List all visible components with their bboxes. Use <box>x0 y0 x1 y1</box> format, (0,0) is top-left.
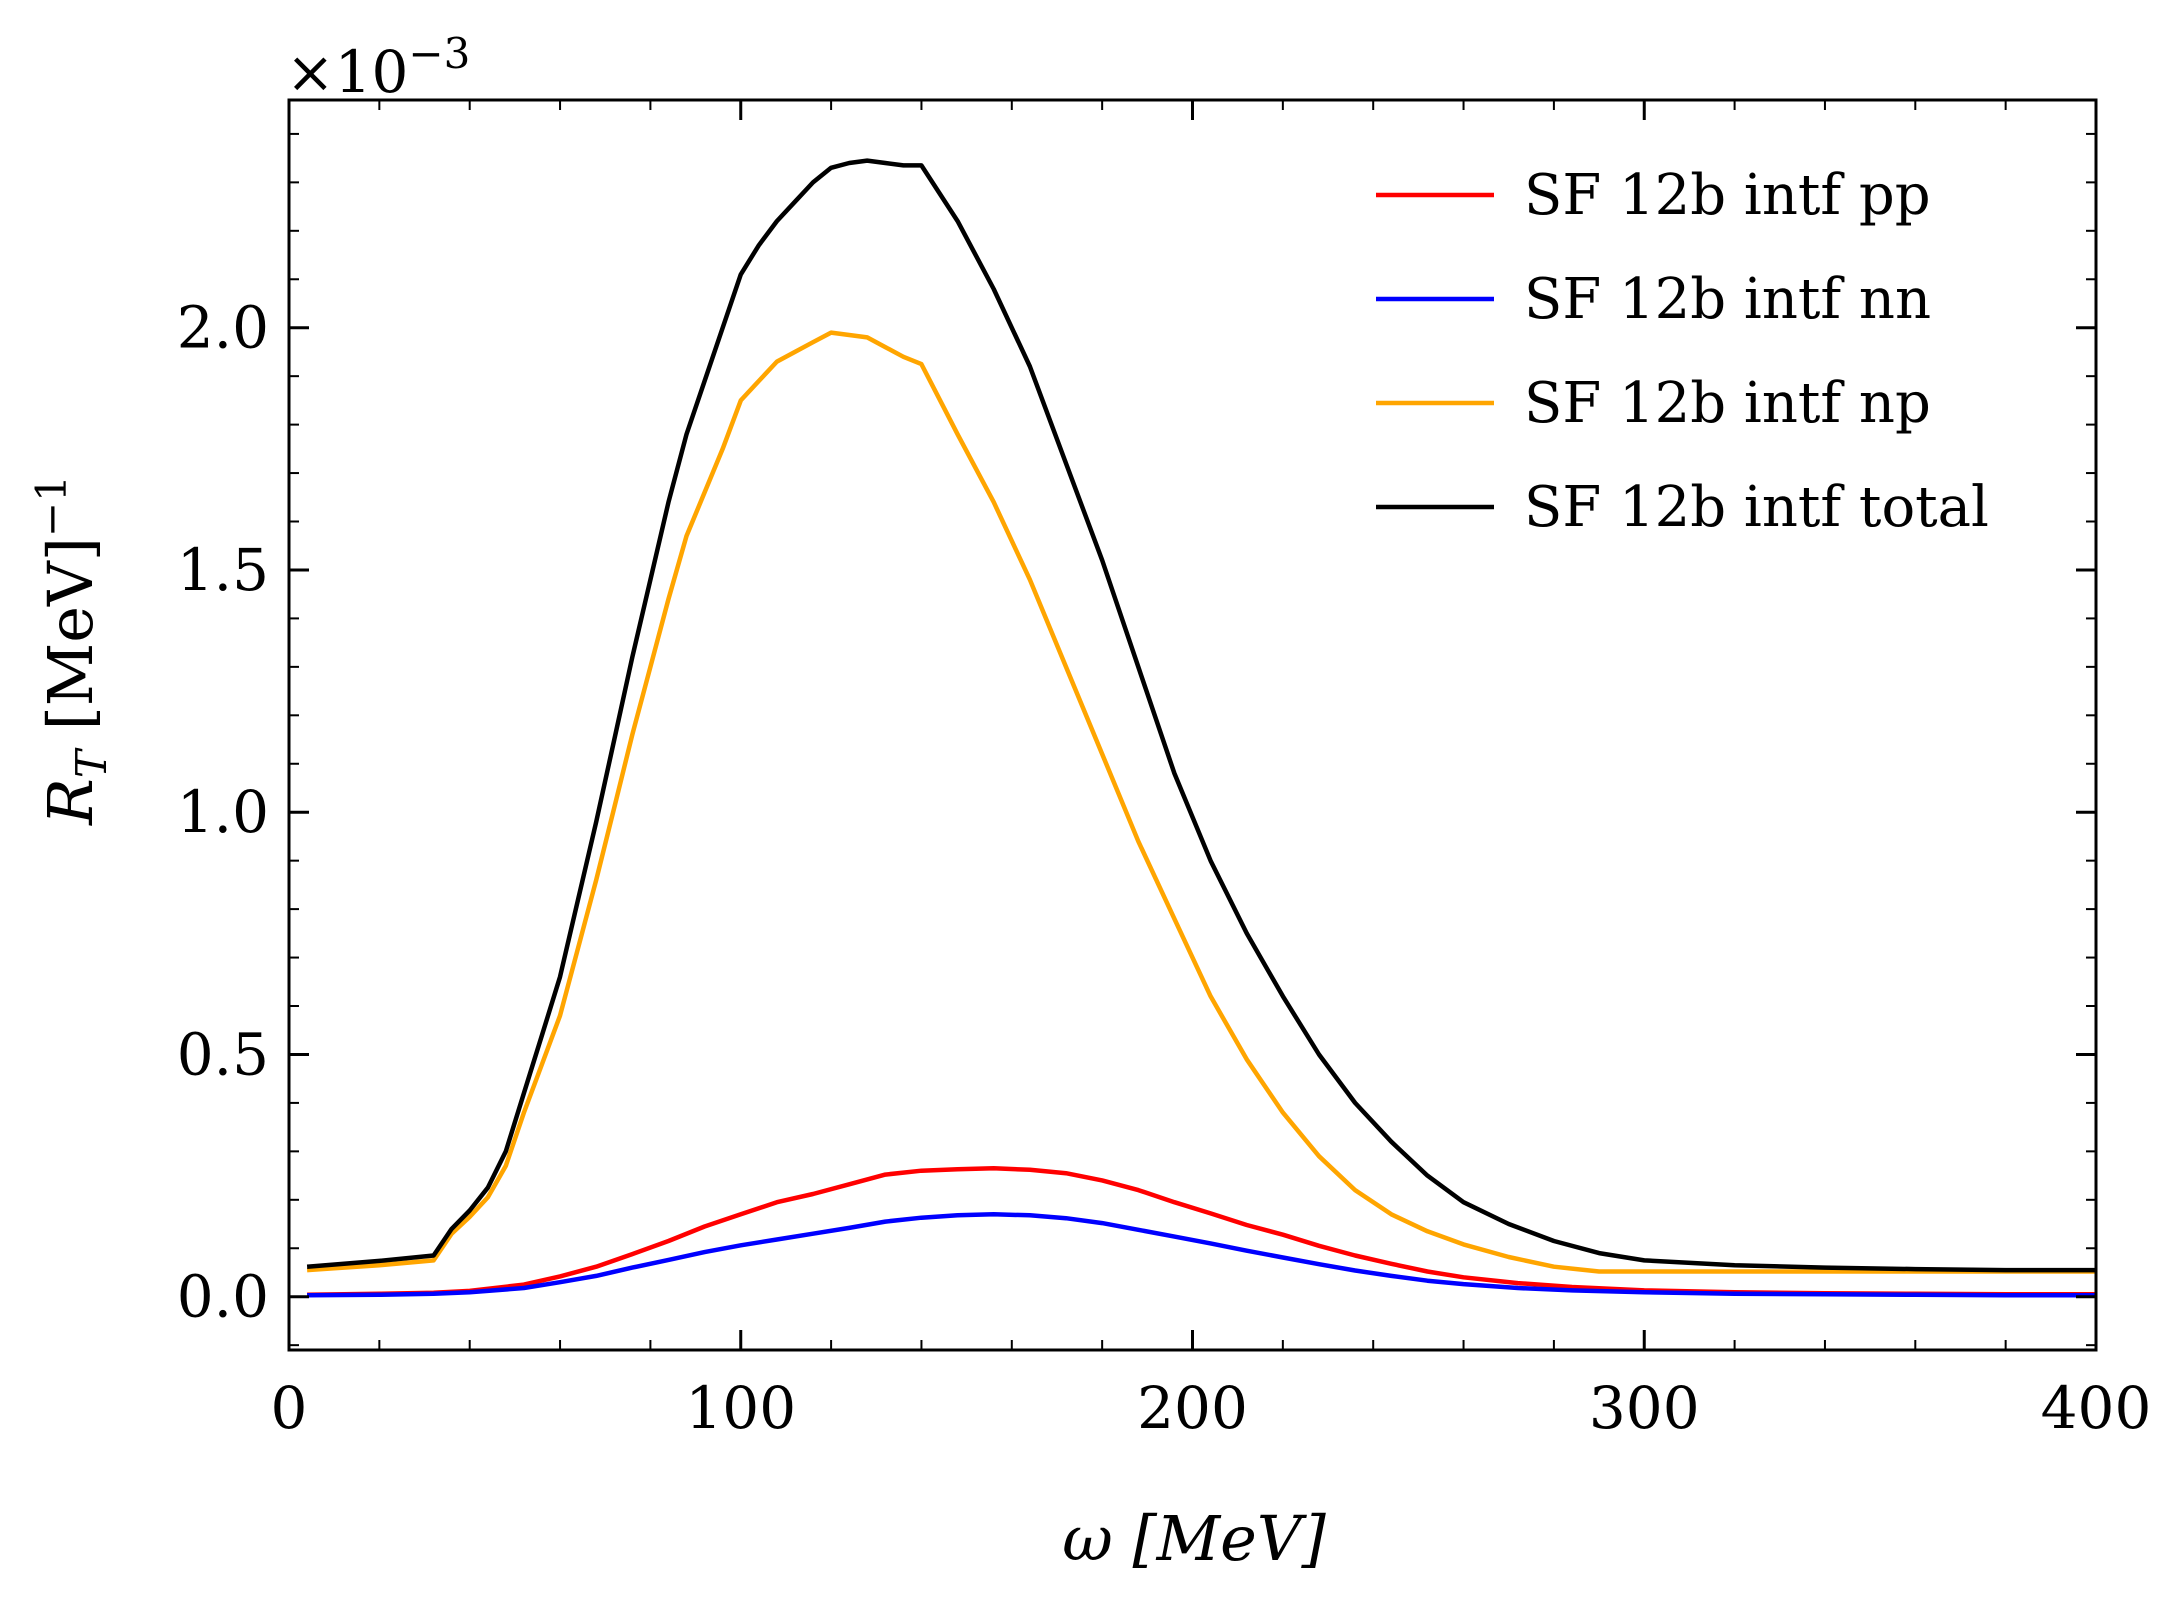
y-tick-label: 1.5 <box>177 536 269 604</box>
legend-label: SF 12b intf pp <box>1524 163 1931 228</box>
series-lines <box>306 158 2096 1298</box>
legend: SF 12b intf pp SF 12b intf nn SF 12b intf … <box>1376 163 1989 540</box>
x-tick-label: 300 <box>1589 1374 1700 1442</box>
plot-frame <box>287 98 2098 1352</box>
y-axis-multiplier: ×10−3 <box>286 29 470 106</box>
x-tick-label: 0 <box>271 1374 308 1442</box>
y-tick-label: 1.0 <box>177 778 269 846</box>
series-line-3 <box>306 330 2096 1274</box>
x-tick-label: 100 <box>685 1374 796 1442</box>
y-tick-label: 0.5 <box>177 1020 269 1088</box>
tick-labels: 0 100 200 300 400 0.0 0.5 1.0 1.5 2.0 <box>177 294 2152 1442</box>
series-line-4 <box>306 158 2096 1273</box>
x-tick-label: 200 <box>1137 1374 1248 1442</box>
x-tick-label: 400 <box>2041 1374 2152 1442</box>
legend-label: SF 12b intf total <box>1524 475 1989 540</box>
legend-label: SF 12b intf np <box>1524 371 1931 436</box>
y-tick-label: 0.0 <box>177 1263 269 1331</box>
legend-label: SF 12b intf nn <box>1524 267 1931 332</box>
series-line-2 <box>307 1212 2096 1298</box>
y-tick-label: 2.0 <box>177 294 269 362</box>
x-axis-label: ω [MeV] <box>1062 1502 1326 1575</box>
y-axis-label: RT [MeV]−1 <box>27 475 116 826</box>
series-line-1 <box>307 1166 2096 1298</box>
